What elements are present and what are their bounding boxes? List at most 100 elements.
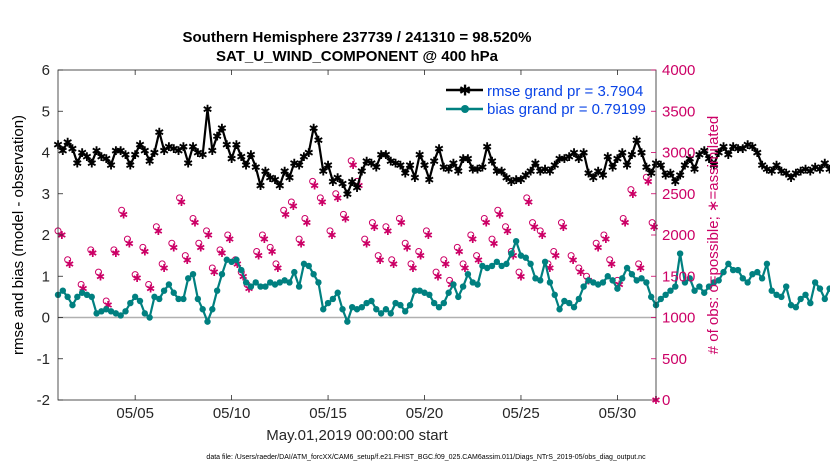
bias-point: [74, 293, 81, 301]
left-tick-label: 5: [42, 103, 50, 120]
obs-assimilated-point: ✱: [57, 229, 66, 242]
bias-point: [696, 283, 703, 290]
bias-point: [575, 295, 583, 303]
obs-assimilated-point: ✱: [559, 221, 568, 234]
obs-assimilated-point: ✱: [408, 262, 417, 275]
bias-point: [353, 306, 361, 313]
obs-assimilated-point: ✱: [489, 237, 498, 250]
obs-possible-point: [642, 173, 650, 181]
rmse-point: ✱: [357, 165, 367, 179]
obs-possible-point: [272, 260, 280, 268]
rmse-point: ✱: [270, 173, 280, 187]
rmse-point: ✱: [140, 144, 150, 158]
rmse-point: ✱: [231, 138, 241, 152]
obs-possible-point: [123, 235, 131, 243]
bias-point: [455, 293, 462, 301]
obs-possible-point: [459, 260, 467, 268]
rmse-point: ✱: [723, 148, 733, 162]
bias-point: [619, 275, 626, 282]
bias-point: [541, 258, 549, 266]
bias-point: [170, 289, 177, 296]
obs-assimilated-point: ✱: [649, 221, 658, 234]
rmse-point: ✱: [294, 158, 304, 172]
rmse-point: ✱: [154, 125, 164, 139]
obs-possible-point: [181, 252, 189, 260]
bias-point: [474, 281, 481, 288]
bias-point: [78, 289, 86, 296]
rmse-point: ✱: [516, 173, 526, 187]
rmse-point: ✱: [212, 130, 222, 144]
bias-point: [469, 279, 476, 286]
y-axis-label-right: # of obs: o=possible; ∗=assimilated: [705, 116, 722, 355]
bias-point: [136, 297, 144, 305]
rmse-point: ✱: [762, 163, 772, 177]
rmse-point: ✱: [718, 140, 728, 154]
bias-point: [64, 293, 71, 301]
bias-point: [430, 299, 438, 307]
rmse-point: ✱: [328, 175, 338, 189]
rmse-point: ✱: [289, 156, 299, 170]
rmse-point: ✱: [690, 163, 700, 177]
bias-point: [377, 310, 385, 317]
obs-assimilated-point: ✱: [545, 262, 554, 275]
rmse-point: ✱: [781, 167, 791, 181]
bias-point: [276, 279, 284, 286]
obs-assimilated-point: ✱: [383, 225, 392, 238]
bias-point: [194, 295, 202, 303]
right-tick-label: 3000: [662, 145, 695, 162]
obs-assimilated-point: ✱: [509, 250, 518, 263]
obs-possible-point: [550, 248, 558, 255]
rmse-point: ✱: [362, 154, 372, 168]
rmse-point: ✱: [174, 144, 184, 158]
obs-assimilated-point: ✱: [416, 250, 425, 263]
obs-assimilated-point: ✱: [119, 208, 128, 221]
right-tick-label: 0: [662, 392, 670, 409]
obs-possible-point: [131, 271, 139, 279]
bias-point: [421, 289, 428, 296]
obs-possible-point: [619, 215, 627, 222]
obs-possible-point: [95, 268, 103, 276]
bias-point: [609, 277, 616, 284]
bias-point: [508, 250, 515, 257]
obs-assimilated-point: ✱: [424, 229, 433, 242]
obs-assimilated-point: ✱: [503, 225, 512, 238]
bias-point: [127, 299, 134, 307]
obs-assimilated-point: ✱: [132, 272, 141, 285]
obs-possible-point: [158, 260, 166, 268]
obs-assimilated-point: ✱: [495, 208, 504, 221]
bias-point: [816, 285, 824, 292]
obs-assimilated-point: ✱: [441, 258, 450, 271]
rmse-point: ✱: [569, 146, 579, 160]
bias-point: [344, 318, 351, 325]
bias-point: [348, 303, 356, 311]
rmse-point: ✱: [656, 158, 666, 172]
right-tick-label: 1500: [662, 268, 695, 285]
obs-possible-point: [266, 243, 274, 251]
rmse-series: ✱✱✱✱✱✱✱✱✱✱✱✱✱✱✱✱✱✱✱✱✱✱✱✱✱✱✱✱✱✱✱✱✱✱✱✱✱✱✱✱…: [53, 103, 830, 201]
rmse-point: ✱: [381, 148, 391, 162]
rmse-point: ✱: [92, 144, 102, 158]
x-tick-label: 05/25: [502, 405, 540, 422]
bias-point: [676, 250, 684, 257]
rmse-point: ✱: [622, 158, 632, 172]
rmse-point: ✱: [318, 165, 328, 179]
bias-point: [141, 310, 149, 317]
bias-point: [739, 275, 747, 282]
rmse-point: ✱: [796, 165, 806, 179]
rmse-point: ✱: [188, 140, 198, 154]
bias-point: [223, 256, 230, 263]
bias-point: [59, 287, 67, 294]
rmse-point: ✱: [448, 156, 458, 170]
bias-point: [758, 275, 766, 282]
rmse-point: ✱: [559, 152, 569, 166]
bias-point: [165, 281, 173, 288]
obs-assimilated-point: ✱: [651, 394, 660, 407]
rmse-point: ✱: [130, 148, 140, 162]
rmse-point: ✱: [265, 171, 275, 185]
rmse-point: ✱: [347, 175, 357, 189]
obs-assimilated-point: ✱: [190, 217, 199, 230]
bias-point: [373, 306, 380, 313]
data-file-footnote: data file: /Users/raeder/DAI/ATM_forcXX/…: [206, 454, 646, 461]
bias-point: [590, 279, 597, 286]
